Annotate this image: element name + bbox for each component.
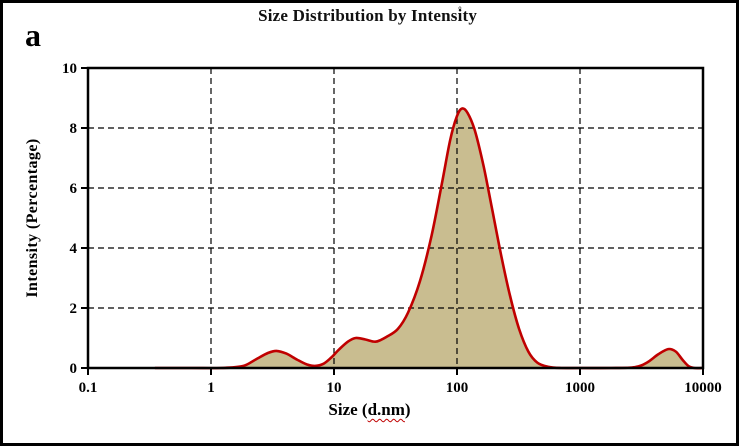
y-tick-label: 6: [70, 181, 78, 197]
x-tick-label: 100: [446, 380, 469, 396]
y-tick-label: 8: [70, 121, 78, 137]
x-axis-title-unit: d.nm: [367, 400, 405, 419]
y-tick-label: 2: [70, 301, 78, 317]
y-axis-title: Intensity (Percentage): [24, 138, 41, 298]
x-tick-label: 10000: [684, 380, 722, 396]
x-axis-title: Size (d.nm): [3, 400, 736, 420]
x-tick-label: 1000: [565, 380, 595, 396]
plot-canvas: 0.1 1 10 100 1000 10000 0 2 4 6 8 10: [62, 61, 722, 396]
y-tick-label: 4: [70, 241, 78, 257]
x-axis-title-suffix: ): [404, 400, 411, 419]
plot-border: [86, 66, 705, 370]
distribution-area-fill: [154, 108, 703, 369]
chart-title-text: Size Distribution by Intensity: [258, 6, 478, 25]
plot-layers: 0.1 1 10 100 1000 10000 0 2 4 6 8 10: [62, 61, 722, 396]
x-tick-label: 0.1: [79, 380, 98, 396]
y-tick-label: 10: [62, 61, 77, 77]
x-tick-label: 1: [207, 380, 215, 396]
x-tick-label: 10: [327, 380, 342, 396]
chart-title: Size Distribution by Intensity°: [3, 5, 736, 26]
y-tick-label: 0: [70, 361, 78, 377]
title-superscript-mark: °: [458, 5, 462, 16]
x-axis-title-prefix: Size (: [328, 400, 368, 419]
panel-label: a: [25, 17, 41, 53]
